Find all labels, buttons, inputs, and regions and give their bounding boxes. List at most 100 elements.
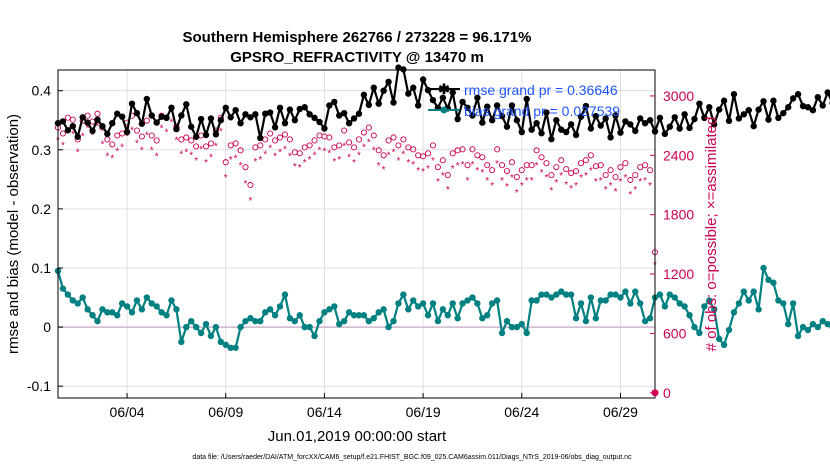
- obs-assimilated-point: *: [431, 156, 435, 167]
- obs-assimilated-point: *: [392, 147, 396, 158]
- rmse-point: [158, 113, 165, 120]
- bias-point: [562, 291, 570, 298]
- bias-point: [636, 300, 644, 307]
- obs-possible-point: [143, 117, 150, 124]
- bias-point: [641, 317, 649, 325]
- bias-point: [804, 326, 812, 334]
- bias-point: [469, 294, 476, 301]
- obs-assimilated-point: *: [505, 182, 509, 193]
- bias-point: [153, 303, 160, 310]
- rmse-point: [730, 91, 738, 98]
- bias-point: [390, 317, 397, 325]
- rmse-point: [355, 110, 363, 117]
- bias-point: [69, 297, 77, 304]
- rmse-point: [321, 125, 328, 132]
- rmse-point: [262, 110, 269, 117]
- obs-assimilated-point: *: [268, 143, 272, 154]
- obs-possible-point: [474, 152, 481, 159]
- rmse-point: [449, 89, 456, 96]
- bias-point: [676, 300, 683, 307]
- bias-point: [262, 309, 269, 316]
- chart-title-line-1: Southern Hemisphere 262766 / 273228 = 96…: [183, 29, 532, 46]
- obs-assimilated-point: *: [150, 145, 154, 156]
- bias-point: [627, 300, 634, 307]
- rmse-point: [69, 122, 77, 130]
- bias-point: [183, 323, 190, 331]
- obs-assimilated-point: *: [619, 177, 623, 188]
- rmse-point: [706, 104, 713, 111]
- bias-point: [350, 312, 358, 319]
- obs-possible-point: [247, 181, 254, 189]
- bias-point: [617, 294, 624, 301]
- bias-point: [118, 300, 126, 307]
- rmse-point: [518, 128, 525, 136]
- rmse-point: [602, 115, 609, 122]
- rmse-point: [577, 113, 585, 120]
- obs-possible-point: [326, 134, 333, 141]
- rmse-point: [572, 131, 580, 139]
- obs-possible-point: [533, 147, 540, 154]
- bias-point: [365, 317, 373, 325]
- obs-assimilated-point: *: [490, 181, 494, 192]
- bias-point: [696, 329, 703, 337]
- rmse-point: [780, 109, 787, 117]
- bias-point: [567, 291, 575, 298]
- bias-point: [306, 323, 313, 331]
- obs-assimilated-point: *: [229, 155, 233, 166]
- obs-assimilated-point: *: [579, 173, 583, 184]
- rmse-point: [281, 119, 289, 127]
- obs-assimilated-point: *: [599, 176, 603, 187]
- bias-point: [725, 326, 733, 334]
- bias-point: [794, 332, 802, 340]
- obs-assimilated-point: *: [411, 160, 415, 171]
- obs-possible-point: [94, 110, 101, 117]
- rmse-point: [439, 94, 447, 101]
- obs-possible-point: [183, 134, 190, 141]
- obs-assimilated-point: *: [466, 176, 470, 187]
- obs-assimilated-point: *: [357, 150, 361, 161]
- bias-point: [735, 300, 743, 307]
- bias-point: [538, 291, 545, 298]
- legend-rmse-marker: ✱: [438, 81, 450, 97]
- rmse-point: [770, 97, 777, 104]
- obs-assimilated-point: *: [387, 150, 391, 161]
- obs-possible-point: [207, 140, 215, 147]
- rmse-point: [785, 104, 792, 111]
- rmse-point: [454, 115, 461, 123]
- bias-point: [558, 288, 565, 295]
- series-obs-possible: [54, 104, 659, 256]
- obs-assimilated-point: *: [135, 138, 139, 149]
- obs-possible-point: [69, 116, 76, 123]
- bias-point: [400, 291, 407, 298]
- obs-possible-point: [222, 159, 229, 166]
- rmse-point: [79, 114, 86, 121]
- bias-point: [464, 297, 471, 304]
- obs-assimilated-point: *: [623, 173, 627, 184]
- obs-possible-point: [459, 146, 466, 153]
- obs-assimilated-point: *: [278, 147, 282, 158]
- obs-assimilated-point: *: [219, 127, 223, 138]
- rmse-point: [414, 102, 422, 109]
- rmse-point: [553, 117, 560, 124]
- obs-possible-point: [503, 168, 511, 175]
- rmse-point: [617, 129, 624, 136]
- bias-point: [479, 315, 486, 322]
- legend-rmse-label: rmse grand pr = 0.36646: [464, 82, 618, 98]
- bias-point: [612, 291, 619, 298]
- bias-point: [316, 317, 323, 325]
- x-tick-label: 06/19: [406, 404, 441, 420]
- obs-possible-point: [153, 137, 160, 144]
- bias-point: [109, 309, 116, 316]
- obs-assimilated-point: *: [372, 145, 376, 156]
- bias-point: [380, 306, 387, 313]
- bias-point: [217, 338, 225, 346]
- bias-point: [666, 291, 674, 298]
- obs-assimilated-point: *: [421, 167, 425, 178]
- rmse-point: [202, 131, 210, 139]
- obs-possible-point: [449, 150, 456, 157]
- obs-assimilated-point: *: [174, 135, 178, 146]
- bias-point: [173, 306, 180, 313]
- bias-point: [760, 264, 767, 272]
- y-left-tick-label: 0.4: [32, 83, 52, 99]
- obs-possible-point: [375, 147, 382, 154]
